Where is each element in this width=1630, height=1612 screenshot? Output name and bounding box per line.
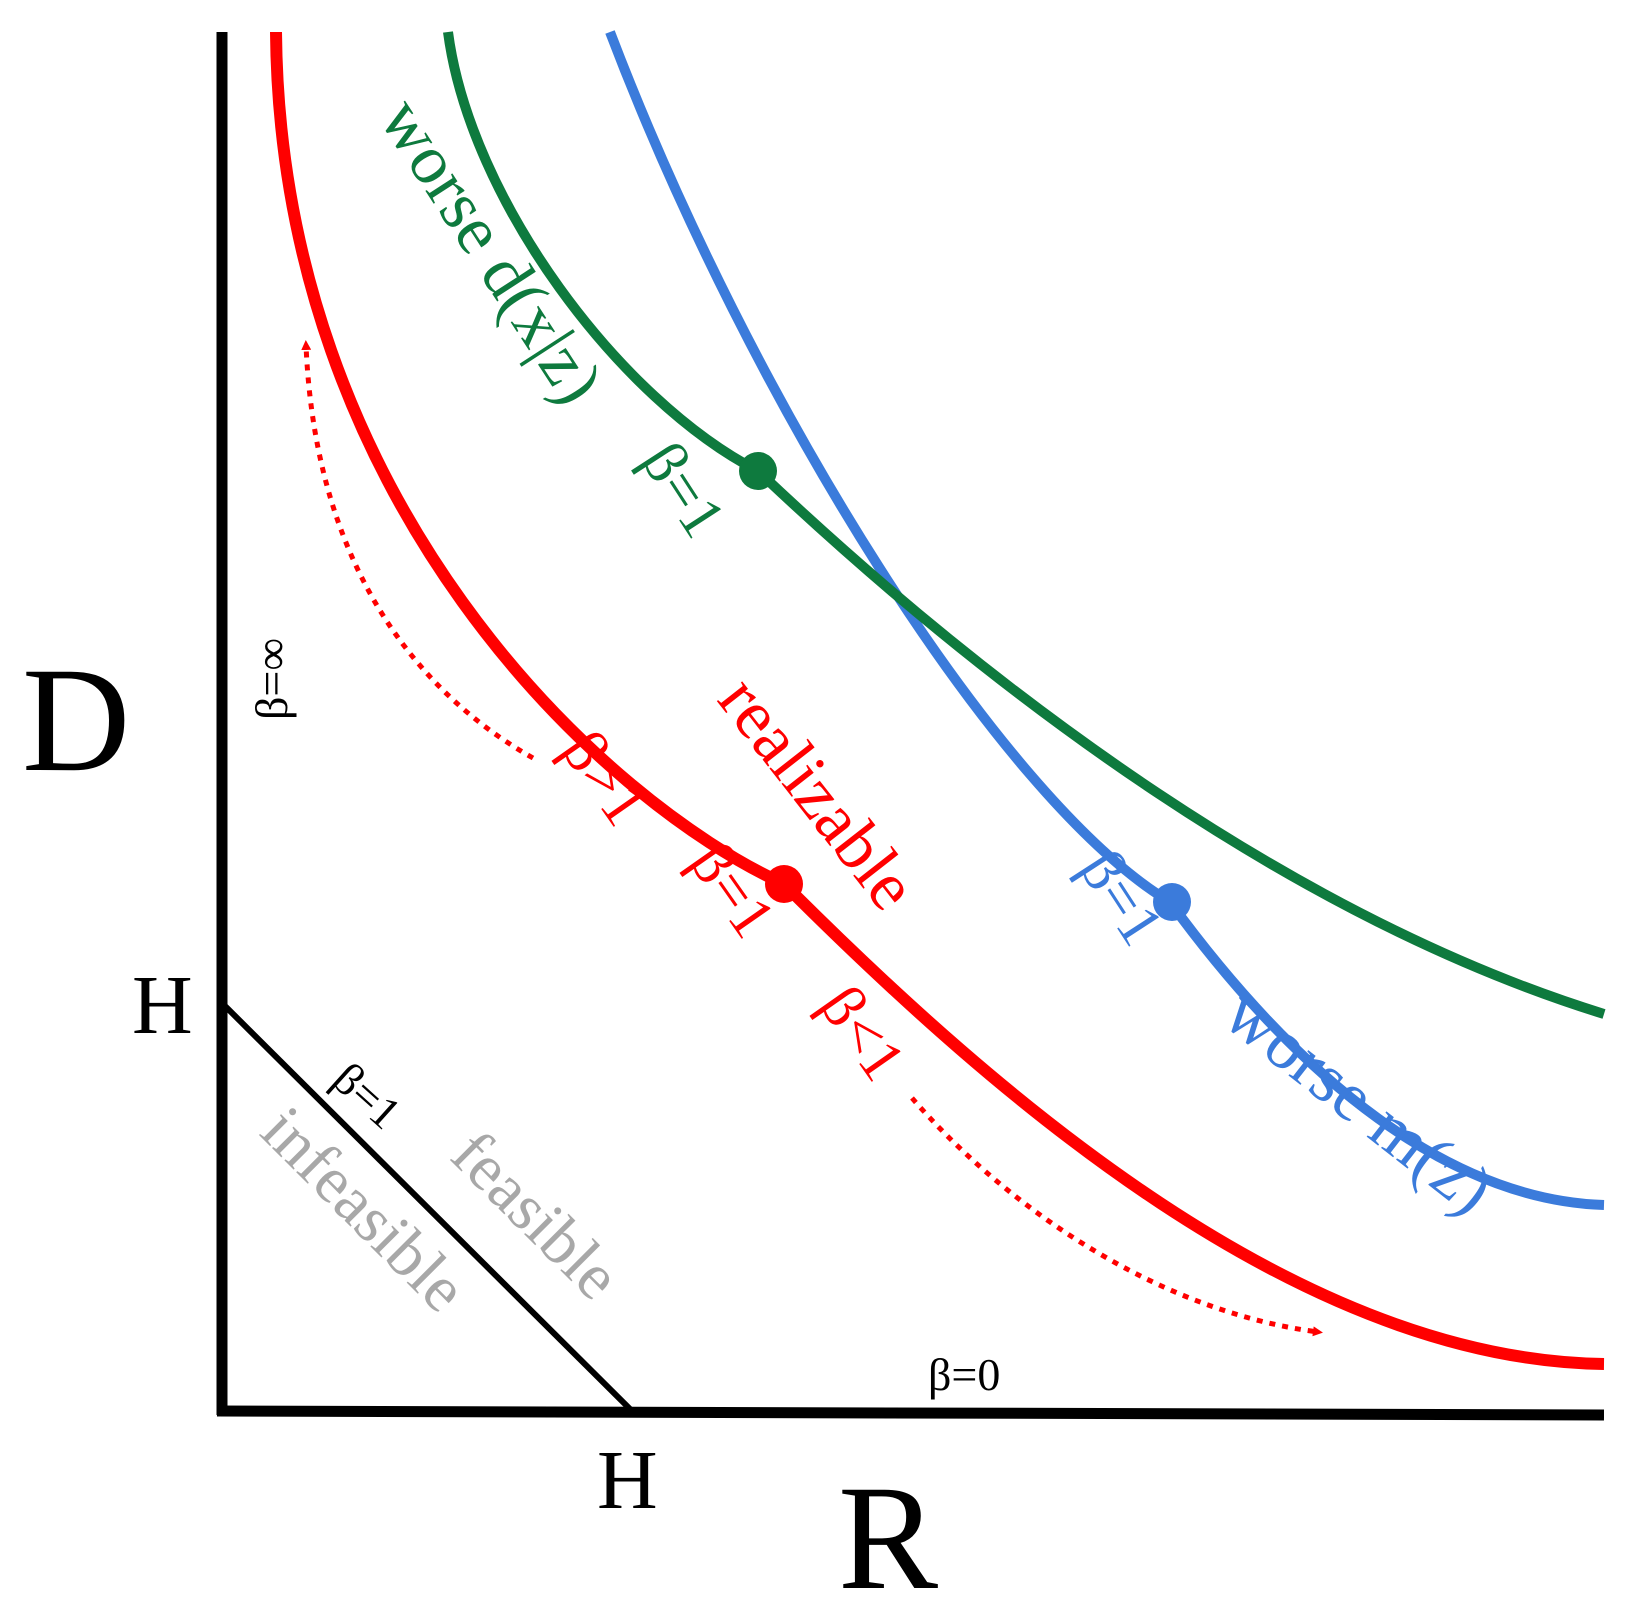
beta-greater-arrow <box>301 340 535 761</box>
x-axis-label: R <box>838 1455 938 1612</box>
worse-marginal-point <box>1153 883 1191 921</box>
x-axis-tick-label: H <box>597 1434 658 1527</box>
y-axis-tick-label: H <box>132 959 193 1052</box>
worse-decoder-label: worse d(x|z) <box>365 85 618 417</box>
x-axis <box>216 1405 1605 1421</box>
beta-less-arrow <box>910 1096 1323 1337</box>
y-axis-beta-label: β=∞ <box>246 638 297 720</box>
worse-marginal-label: worse m(z) <box>1210 974 1507 1230</box>
lower-bound-beta-label: β=1 <box>323 1053 411 1139</box>
y-axis-label: D <box>22 637 130 803</box>
axes <box>216 32 1605 1421</box>
realizable-beta-label: β=1 <box>677 831 789 950</box>
worse-decoder-point <box>739 452 777 490</box>
lower-bound-line <box>219 1000 635 1414</box>
realizable-point <box>765 865 803 903</box>
worse-marginal-beta-label: β=1 <box>1066 839 1176 958</box>
infeasible-label: infeasible <box>247 1093 480 1326</box>
realizable-beta-upper-label: β>1 <box>549 719 661 838</box>
x-axis-beta-label: β=0 <box>928 1349 1000 1400</box>
worse-decoder-curve <box>443 31 1606 1019</box>
worse-marginal-curve <box>605 30 1605 1210</box>
